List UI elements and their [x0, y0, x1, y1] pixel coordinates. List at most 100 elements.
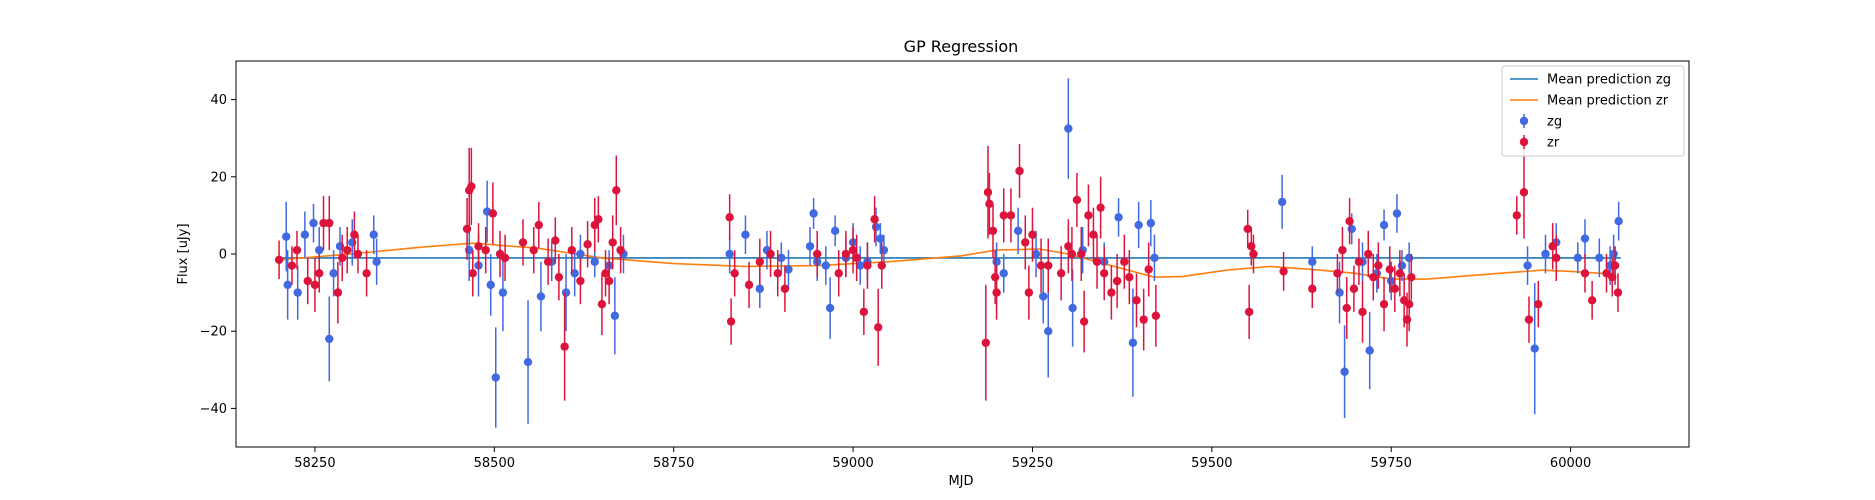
data-point — [1031, 249, 1041, 259]
data-point — [583, 240, 592, 249]
y-tick-label: −40 — [200, 402, 227, 417]
data-point — [1390, 284, 1400, 293]
data-point — [741, 230, 750, 239]
data-point — [369, 230, 378, 239]
data-point — [1402, 315, 1412, 324]
y-tick-label: −20 — [200, 325, 227, 340]
y-tick-label: 40 — [210, 93, 227, 108]
data-point — [491, 373, 500, 382]
data-point — [1092, 257, 1102, 266]
data-point — [310, 280, 320, 290]
legend-box — [1501, 65, 1685, 157]
data-point — [353, 249, 363, 259]
data-point — [870, 215, 879, 224]
legend-point-swatch — [1519, 116, 1529, 126]
data-point — [1340, 367, 1349, 376]
data-point — [1107, 288, 1116, 297]
data-point — [1079, 317, 1089, 326]
data-point — [1068, 303, 1077, 313]
data-point — [292, 245, 302, 255]
data-point — [1342, 303, 1351, 313]
data-point — [1374, 261, 1383, 270]
data-point — [467, 182, 476, 191]
data-point — [809, 209, 818, 218]
data-point — [1277, 197, 1287, 207]
data-point — [773, 269, 782, 278]
data-point — [1150, 253, 1159, 263]
data-point — [1608, 272, 1617, 282]
data-point — [1379, 299, 1389, 309]
data-point — [1072, 195, 1082, 205]
x-tick-label: 59000 — [832, 456, 873, 471]
data-point — [1552, 253, 1561, 263]
legend-label: zr — [1547, 136, 1560, 151]
data-point — [486, 280, 495, 290]
data-point — [1523, 261, 1532, 270]
data-point — [852, 253, 861, 263]
data-point — [1404, 253, 1414, 263]
data-point — [834, 269, 843, 278]
data-point — [287, 261, 297, 270]
data-point — [1395, 269, 1405, 278]
data-point — [523, 357, 533, 367]
data-point — [601, 269, 610, 278]
data-point — [554, 272, 564, 282]
data-point — [730, 269, 739, 278]
data-point — [333, 288, 343, 297]
data-point — [1345, 216, 1354, 226]
x-tick-label: 58500 — [474, 456, 515, 471]
data-point — [283, 280, 292, 290]
data-point — [1028, 230, 1037, 239]
data-point — [755, 257, 764, 266]
data-point — [990, 272, 1000, 282]
data-point — [1580, 269, 1590, 278]
data-point — [1096, 203, 1105, 212]
data-point — [830, 226, 840, 236]
data-point — [1609, 249, 1618, 259]
data-point — [576, 249, 585, 259]
data-point — [1347, 224, 1356, 234]
data-point — [744, 280, 754, 290]
data-point — [1013, 226, 1023, 236]
data-point — [877, 261, 886, 270]
data-point — [841, 249, 851, 259]
data-point — [985, 199, 994, 209]
data-point — [594, 215, 603, 224]
data-point — [481, 245, 490, 255]
data-point — [1512, 211, 1521, 220]
data-point — [988, 226, 998, 236]
data-point — [1407, 272, 1416, 282]
data-point — [1397, 261, 1407, 270]
data-point — [992, 288, 1001, 297]
data-point — [543, 257, 553, 266]
data-point — [315, 245, 324, 255]
data-point — [309, 218, 318, 228]
data-point — [725, 213, 734, 222]
data-point — [784, 265, 793, 274]
series-zg — [282, 78, 1623, 428]
y-tick-label: 20 — [210, 170, 227, 185]
data-point — [999, 269, 1008, 278]
data-point — [1089, 230, 1098, 239]
data-point — [551, 236, 560, 245]
data-point — [1100, 269, 1109, 278]
data-point — [319, 218, 328, 228]
data-point — [1044, 261, 1053, 270]
data-point — [1146, 218, 1156, 228]
data-point — [337, 253, 347, 263]
data-point — [325, 218, 334, 228]
data-point — [362, 269, 371, 278]
data-point — [1349, 284, 1359, 293]
data-point — [534, 220, 543, 230]
data-point — [488, 209, 498, 218]
data-point — [561, 288, 571, 297]
data-point — [821, 261, 831, 270]
data-point — [1247, 242, 1256, 251]
data-point — [859, 307, 869, 317]
data-point — [1021, 238, 1030, 247]
data-point — [1128, 338, 1138, 347]
data-point — [1064, 124, 1073, 133]
data-point — [608, 238, 617, 247]
data-point — [1139, 315, 1148, 324]
